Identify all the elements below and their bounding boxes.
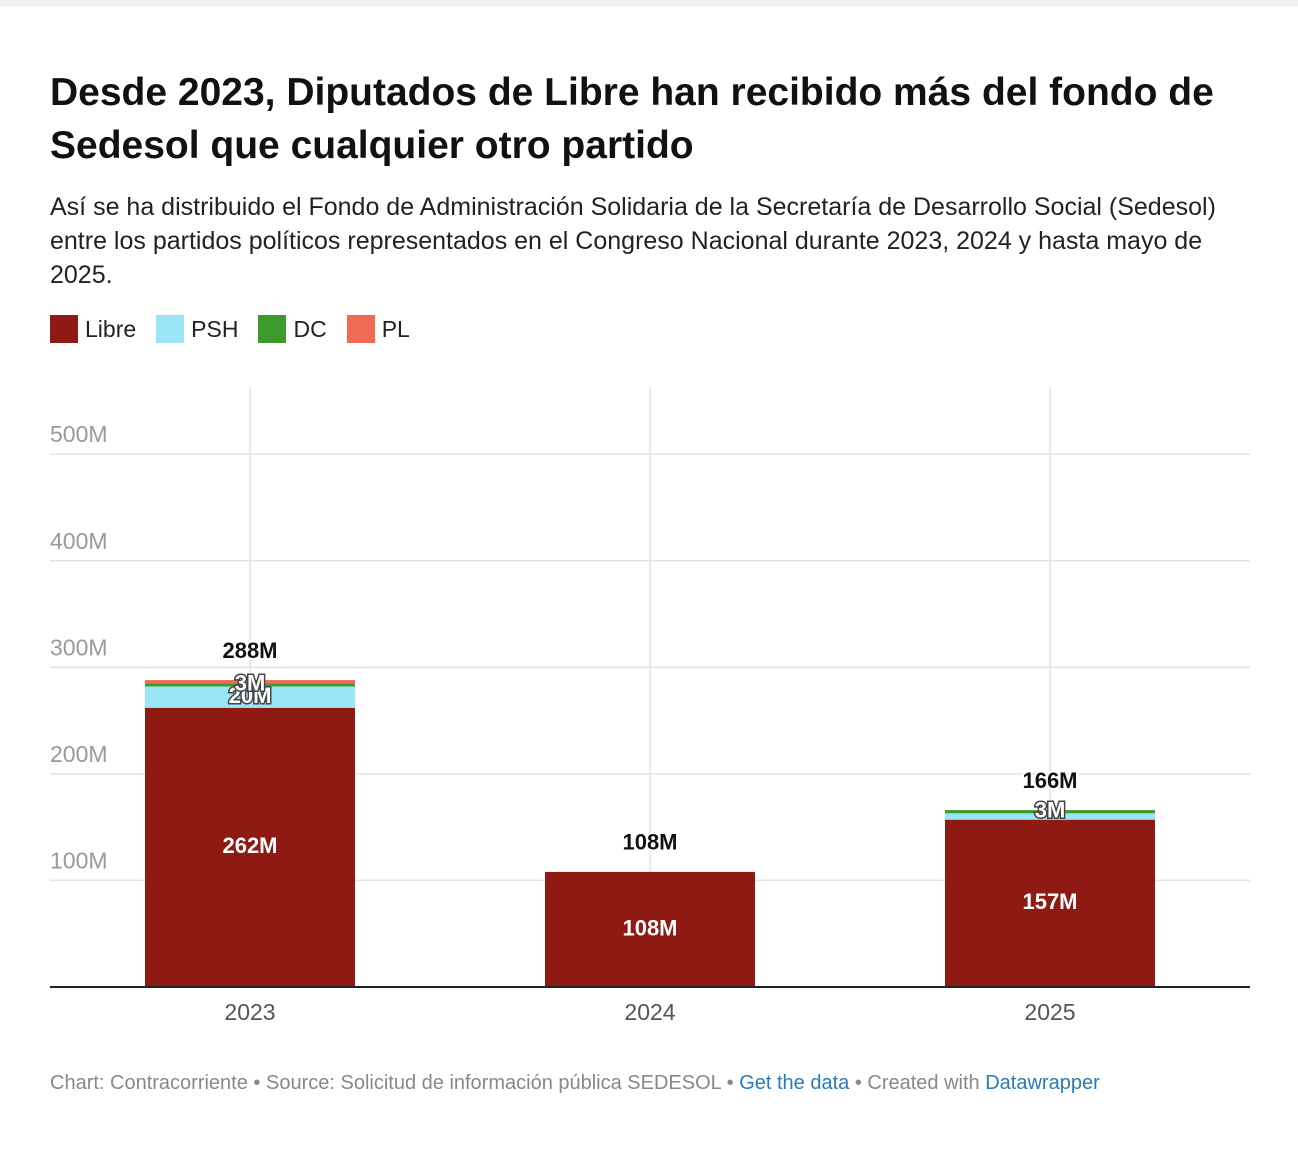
legend-item: DC [258,315,327,343]
top-bar [0,0,1298,6]
bar-segment [145,683,355,687]
bar-segment [945,819,1155,987]
legend-swatch [50,315,78,343]
y-tick-label: 300M [50,634,108,660]
bar-segment [945,810,1155,814]
chart-subtitle: Así se ha distribuido el Fondo de Admini… [50,193,1216,289]
separator [721,1072,739,1094]
value-label: 3M [1035,798,1066,823]
bar-segment [545,871,755,987]
legend-label: PSH [191,315,239,342]
value-label: 108M [622,915,677,940]
x-tick-label: 2023 [224,999,275,1025]
bar-segment [945,813,1155,820]
value-label: 20M [229,683,272,708]
total-label: 108M [622,830,677,855]
value-label: 262M [222,833,277,858]
legend: Libre PSH DC PL [50,315,410,343]
legend-label: DC [293,315,327,342]
legend-item: PL [346,315,410,343]
y-tick-label: 200M [50,741,108,767]
created: Created with [849,1072,979,1094]
bar-segment [145,707,355,987]
total-label: 288M [222,638,277,663]
bar-segment [145,686,355,708]
value-label: 157M [1022,889,1077,914]
legend-item: PSH [156,315,238,343]
footer: Chart: ContracorrienteSource: Solicitud … [50,1072,1100,1095]
y-tick-label: 500M [50,421,108,447]
data-link[interactable]: Get the data [739,1072,850,1094]
legend-label: PL [381,315,410,342]
legend-item: Libre [50,315,136,343]
value-label: 3M [235,671,266,696]
x-tick-label: 2025 [1024,999,1075,1025]
y-tick-label: 400M [50,528,108,554]
y-tick-label: 100M [50,848,108,874]
legend-swatch [156,315,185,343]
total-label: 166M [1022,768,1077,793]
bar-segment [145,680,355,684]
x-tick-label: 2024 [624,999,675,1025]
legend-label: Libre [85,315,137,342]
source: Source: Solicitud de información pública… [248,1072,721,1094]
tool-link[interactable]: Datawrapper [985,1072,1100,1094]
credit: Chart: Contracorriente [50,1072,248,1094]
chart-title: Desde 2023, Diputados de Libre han recib… [50,71,1214,167]
legend-swatch [346,315,375,343]
legend-swatch [258,315,287,343]
